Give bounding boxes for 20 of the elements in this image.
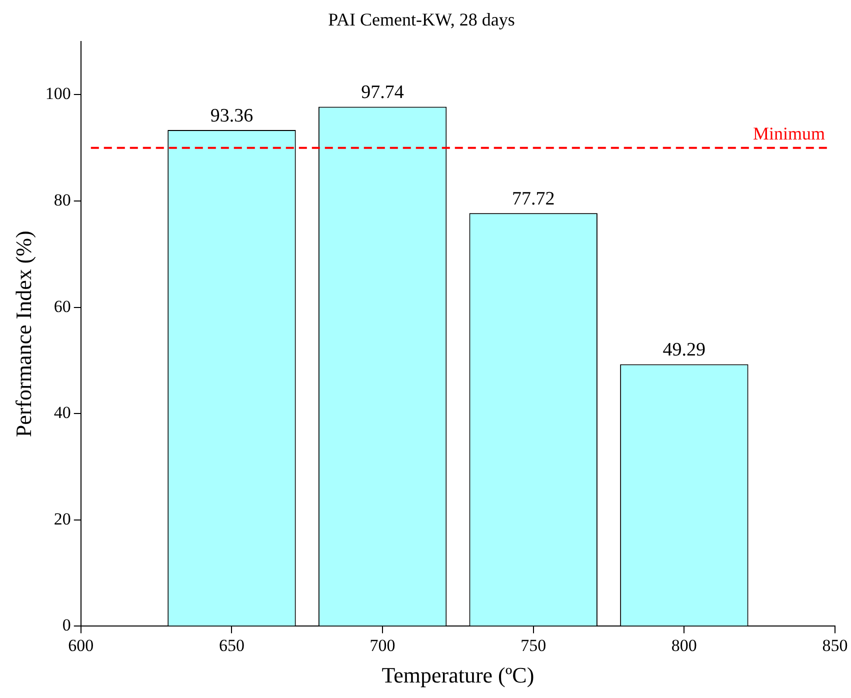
data-label: 49.29 [662, 340, 706, 361]
x-tick-label: 650 [218, 636, 244, 655]
y-tick-label: 20 [54, 509, 71, 528]
x-tick-label: 850 [822, 636, 848, 655]
y-tick-label: 60 [54, 296, 71, 316]
x-tick-label: 750 [520, 636, 546, 655]
y-tick-label: 40 [54, 403, 71, 422]
x-tick-label: 800 [671, 636, 697, 655]
data-label: 77.72 [512, 188, 555, 210]
y-tick-label: 100 [45, 84, 71, 104]
data-label: 93.36 [210, 106, 254, 127]
ref-line-label: Minimum [752, 124, 825, 144]
y-tick-label: 80 [54, 190, 71, 210]
data-label: 97.74 [361, 82, 404, 104]
chart-title: PAI Cement-KW, 28 days [328, 10, 515, 30]
x-tick-label: 700 [370, 636, 396, 655]
x-axis-title: Temperature (ºC) [382, 662, 534, 688]
y-axis-title: Performance Index (%) [10, 230, 36, 438]
x-tick-label: 600 [68, 636, 94, 655]
y-tick-label: 0 [62, 616, 71, 635]
